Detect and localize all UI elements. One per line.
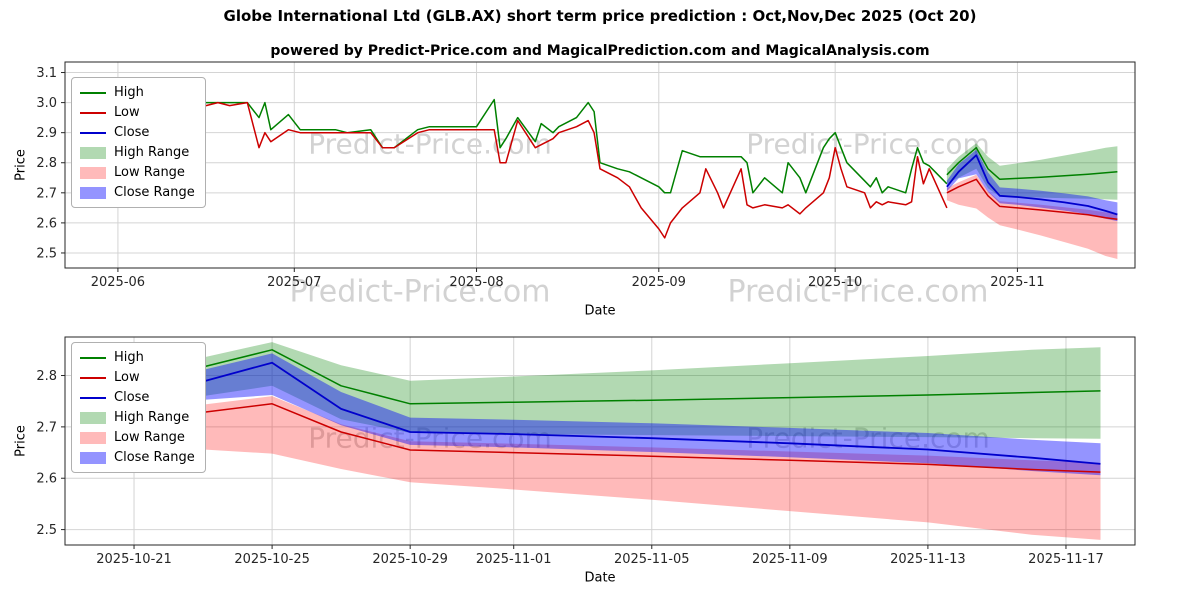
line-swatch: [80, 396, 106, 399]
legend-label: Close: [114, 125, 150, 140]
x-tick-label: 2025-10-25: [234, 552, 310, 567]
watermark: Predict-Price.com: [746, 127, 990, 161]
watermark: Predict-Price.com: [746, 421, 990, 455]
low-line: [82, 101, 948, 239]
legend-label: High: [114, 85, 144, 100]
y-tick-label: 2.8: [36, 369, 57, 384]
y-tick-label: 2.7: [36, 186, 57, 201]
plot-border: [64, 61, 1136, 269]
legend-item-high: High: [80, 84, 195, 101]
legend-item-low-range: Low Range: [80, 429, 195, 446]
low-range-band: [946, 174, 1118, 259]
legend-label: High: [114, 350, 144, 365]
close-forecast-line: [946, 154, 1118, 216]
patch-swatch: [80, 146, 106, 159]
bottom-x-axis-label: Date: [584, 570, 616, 586]
legend-label: Close Range: [114, 450, 195, 465]
legend-label: Low Range: [114, 165, 185, 180]
legend-item-close-range: Close Range: [80, 184, 195, 201]
y-tick-label: 2.5: [36, 523, 57, 538]
legend-label: Low: [114, 105, 140, 120]
legend-item-low: Low: [80, 369, 195, 386]
x-tick-label: 2025-11-01: [476, 552, 552, 567]
low-range-band: [99, 396, 1101, 540]
x-tick-label: 2025-06: [91, 275, 145, 290]
watermark: Predict-Price.com: [308, 421, 552, 455]
legend-label: Low Range: [114, 430, 185, 445]
y-tick-label: 2.8: [36, 156, 57, 171]
legend-item-close-range: Close Range: [80, 449, 195, 466]
y-tick-label: 2.5: [36, 246, 57, 261]
x-tick-label: 2025-11: [990, 275, 1044, 290]
legend-item-close: Close: [80, 389, 195, 406]
watermark: Predict-Price.com: [727, 274, 989, 310]
x-tick-label: 2025-11-17: [1028, 552, 1104, 567]
line-swatch: [80, 376, 106, 379]
patch-swatch: [80, 451, 106, 464]
top-x-axis-label: Date: [584, 303, 616, 319]
legend-item-high-range: High Range: [80, 144, 195, 161]
bottom-y-axis-label: Price: [13, 425, 29, 457]
x-tick-label: 2025-10-29: [372, 552, 448, 567]
x-tick-label: 2025-10-21: [96, 552, 172, 567]
patch-swatch: [80, 186, 106, 199]
y-tick-label: 3.1: [36, 66, 57, 81]
legend-item-low: Low: [80, 104, 195, 121]
close-range-band: [99, 353, 1101, 476]
figure-subtitle: powered by Predict-Price.com and Magical…: [270, 43, 930, 59]
high-forecast-line: [99, 349, 1101, 405]
patch-swatch: [80, 431, 106, 444]
legend-item-high: High: [80, 349, 195, 366]
y-tick-label: 2.9: [36, 126, 57, 141]
line-swatch: [80, 131, 106, 134]
line-swatch: [80, 91, 106, 94]
legend-item-close: Close: [80, 124, 195, 141]
patch-swatch: [80, 166, 106, 179]
x-tick-label: 2025-09: [632, 275, 686, 290]
legend-item-high-range: High Range: [80, 409, 195, 426]
legend-label: Close Range: [114, 185, 195, 200]
legend-label: High Range: [114, 145, 190, 160]
watermark: Predict-Price.com: [289, 274, 551, 310]
figure-title: Globe International Ltd (GLB.AX) short t…: [223, 7, 977, 25]
line-swatch: [80, 356, 106, 359]
line-swatch: [80, 111, 106, 114]
top-chart-legend: High Low Close High Range Low Range Close Ran…: [71, 77, 206, 208]
x-tick-label: 2025-11-05: [614, 552, 690, 567]
legend-label: Low: [114, 370, 140, 385]
y-tick-label: 2.6: [36, 472, 57, 487]
legend-label: High Range: [114, 410, 190, 425]
y-tick-label: 3.0: [36, 96, 57, 111]
legend-item-low-range: Low Range: [80, 164, 195, 181]
legend-label: Close: [114, 390, 150, 405]
bottom-chart-legend: High Low Close High Range Low Range Close Ran…: [71, 342, 206, 473]
x-tick-label: 2025-11-09: [752, 552, 828, 567]
low-forecast-line: [946, 178, 1118, 221]
y-tick-label: 2.7: [36, 420, 57, 435]
patch-swatch: [80, 411, 106, 424]
x-tick-label: 2025-11-13: [890, 552, 966, 567]
top-y-axis-label: Price: [13, 149, 29, 181]
watermark: Predict-Price.com: [308, 127, 552, 161]
y-tick-label: 2.6: [36, 216, 57, 231]
